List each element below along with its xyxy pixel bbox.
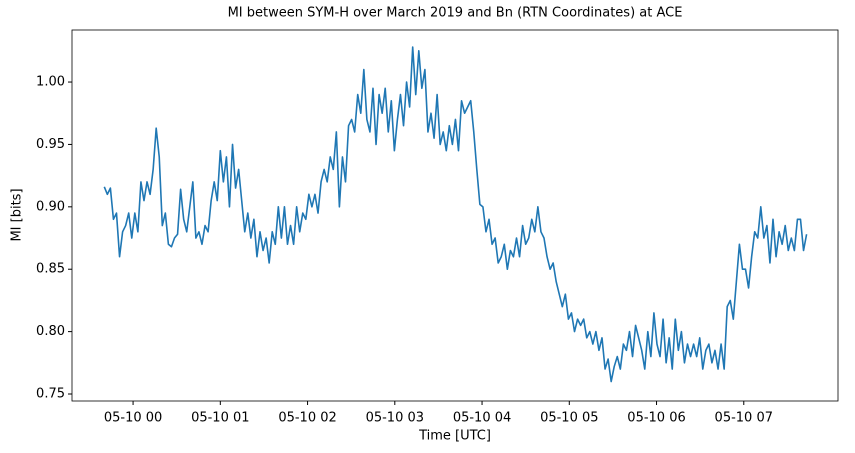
x-tick-label: 05-10 03 (366, 411, 424, 426)
y-tick-label: 0.75 (36, 387, 65, 402)
x-axis-label: Time [UTC] (418, 429, 491, 444)
x-tick-label: 05-10 06 (627, 411, 685, 426)
y-tick-label: 0.90 (36, 199, 65, 214)
x-tick-label: 05-10 05 (540, 411, 598, 426)
chart-title: MI between SYM-H over March 2019 and Bn … (228, 6, 683, 21)
y-tick-label: 0.85 (36, 262, 65, 277)
y-tick-label: 0.80 (36, 324, 65, 339)
x-tick-label: 05-10 00 (104, 411, 162, 426)
data-line (103, 46, 808, 383)
y-tick-label: 0.95 (36, 137, 65, 152)
x-tick-label: 05-10 02 (278, 411, 336, 426)
y-axis-label: MI [bits] (10, 188, 25, 241)
x-tick-label: 05-10 04 (453, 411, 511, 426)
y-tick-label: 1.00 (36, 75, 65, 90)
x-tick-label: 05-10 07 (715, 411, 773, 426)
plot-frame (71, 29, 839, 402)
x-tick-label: 05-10 01 (191, 411, 249, 426)
